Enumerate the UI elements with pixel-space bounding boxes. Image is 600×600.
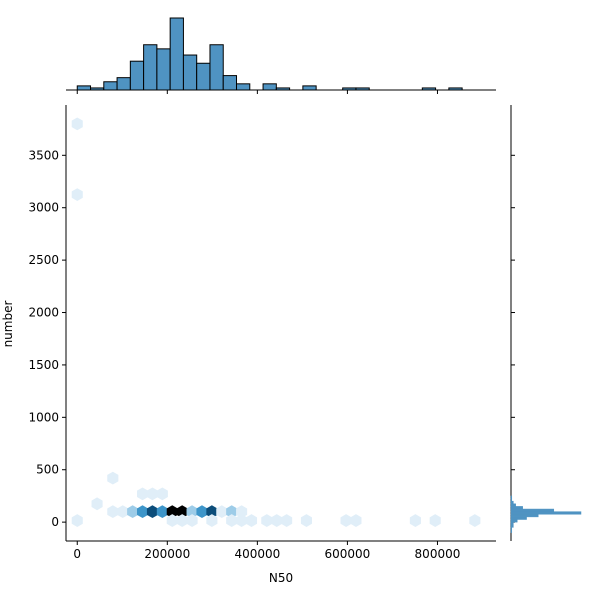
x-tick-label: 600000 bbox=[325, 547, 371, 561]
y-marginal-bar bbox=[510, 500, 514, 505]
x-marginal-bar bbox=[209, 44, 224, 91]
hexbin-25 bbox=[206, 514, 218, 527]
hexbin-21 bbox=[236, 505, 248, 519]
y-marginal-bar bbox=[510, 511, 582, 515]
hexbin-29 bbox=[261, 514, 273, 527]
hexbin-4 bbox=[107, 471, 119, 485]
x-marginal-bar bbox=[222, 75, 238, 91]
hexbin-31 bbox=[281, 514, 293, 527]
hexbin-plot-area bbox=[71, 117, 481, 527]
hexbin-10 bbox=[146, 505, 158, 519]
y-tick-label: 2000 bbox=[28, 306, 59, 320]
hexbin-36 bbox=[429, 514, 441, 527]
x-tick-label: 400000 bbox=[234, 547, 280, 561]
y-tick-label: 3000 bbox=[28, 201, 59, 215]
x-marginal-bar bbox=[355, 87, 370, 91]
x-marginal-bar bbox=[262, 83, 277, 91]
y-marginal-histogram bbox=[510, 105, 582, 541]
x-marginal-bar bbox=[143, 44, 158, 91]
hexbin-12 bbox=[156, 505, 168, 519]
hexbin-28 bbox=[245, 514, 258, 527]
hexbin-5 bbox=[107, 505, 119, 519]
hexbin-8 bbox=[137, 505, 149, 519]
hexbin-16 bbox=[186, 505, 198, 519]
hexbin-33 bbox=[340, 514, 352, 527]
x-marginal-bar bbox=[156, 48, 171, 91]
y-tick-label: 1500 bbox=[28, 358, 59, 372]
x-marginal-bar bbox=[76, 85, 92, 91]
hexbin-9 bbox=[137, 487, 149, 501]
y-marginal-bar bbox=[510, 519, 518, 523]
x-tick-label: 800000 bbox=[415, 547, 461, 561]
x-marginal-bar bbox=[116, 77, 131, 91]
hexbin-20 bbox=[226, 505, 238, 519]
hexbin-37 bbox=[469, 514, 481, 527]
x-marginal-bar bbox=[342, 87, 357, 91]
y-tick-label: 3500 bbox=[28, 148, 59, 162]
x-axis-label: N50 bbox=[269, 571, 293, 585]
hexbin-3 bbox=[91, 497, 103, 511]
y-marginal-bar bbox=[510, 521, 514, 528]
y-tick-label: 0 bbox=[51, 515, 59, 529]
y-marginal-bar bbox=[510, 514, 539, 518]
hexbin-6 bbox=[117, 505, 129, 519]
hexbin-17 bbox=[196, 505, 208, 519]
hexbin-19 bbox=[216, 505, 228, 519]
x-marginal-bar bbox=[129, 60, 145, 91]
y-tick-label: 500 bbox=[36, 463, 59, 477]
hexbin-0 bbox=[71, 117, 83, 131]
hexbin-2 bbox=[71, 514, 83, 527]
hexbin-23 bbox=[176, 514, 188, 527]
y-marginal-bar bbox=[510, 508, 555, 512]
axes: 0 200000 400000 600000 800000 0 500 1000 1500 200… bbox=[28, 105, 496, 561]
hexbin-27 bbox=[236, 514, 248, 527]
x-marginal-bar bbox=[421, 87, 437, 91]
hexbin-1 bbox=[71, 188, 83, 202]
y-tick-label: 2500 bbox=[28, 253, 59, 267]
x-marginal-bar bbox=[448, 87, 463, 91]
y-axis-label: number bbox=[1, 301, 15, 348]
hexbin-34 bbox=[350, 514, 362, 527]
y-tick-label: 1000 bbox=[28, 410, 59, 424]
hexbin-22 bbox=[166, 514, 178, 527]
x-marginal-bar bbox=[302, 85, 317, 91]
y-marginal-bar bbox=[510, 495, 513, 499]
y-marginal-bar bbox=[510, 527, 513, 533]
x-marginal-bar bbox=[275, 87, 291, 91]
hexbin-14 bbox=[166, 505, 178, 519]
hexbin-32 bbox=[300, 514, 312, 527]
x-tick-label: 0 bbox=[73, 547, 81, 561]
x-marginal-bar bbox=[182, 54, 198, 91]
x-marginal-bar bbox=[103, 81, 118, 91]
hexbin-13 bbox=[156, 487, 168, 501]
hexbin-7 bbox=[127, 505, 139, 519]
x-marginal-bar bbox=[169, 17, 184, 91]
hexbin-15 bbox=[176, 505, 188, 519]
hexbin-30 bbox=[271, 514, 283, 527]
x-marginal-bar bbox=[90, 87, 105, 91]
hexbin-11 bbox=[146, 487, 158, 501]
x-marginal-histogram bbox=[66, 17, 496, 94]
hexbin-24 bbox=[186, 514, 198, 527]
x-marginal-bar bbox=[196, 62, 211, 91]
x-marginal-bar bbox=[236, 83, 251, 91]
x-tick-label: 200000 bbox=[144, 547, 190, 561]
y-marginal-bar bbox=[510, 503, 516, 507]
y-marginal-bar bbox=[510, 516, 527, 520]
hexbin-18 bbox=[206, 505, 218, 519]
y-marginal-bar bbox=[510, 498, 513, 502]
hexbin-35 bbox=[409, 514, 421, 527]
y-marginal-bar bbox=[510, 506, 523, 510]
hexbin-26 bbox=[226, 514, 238, 527]
